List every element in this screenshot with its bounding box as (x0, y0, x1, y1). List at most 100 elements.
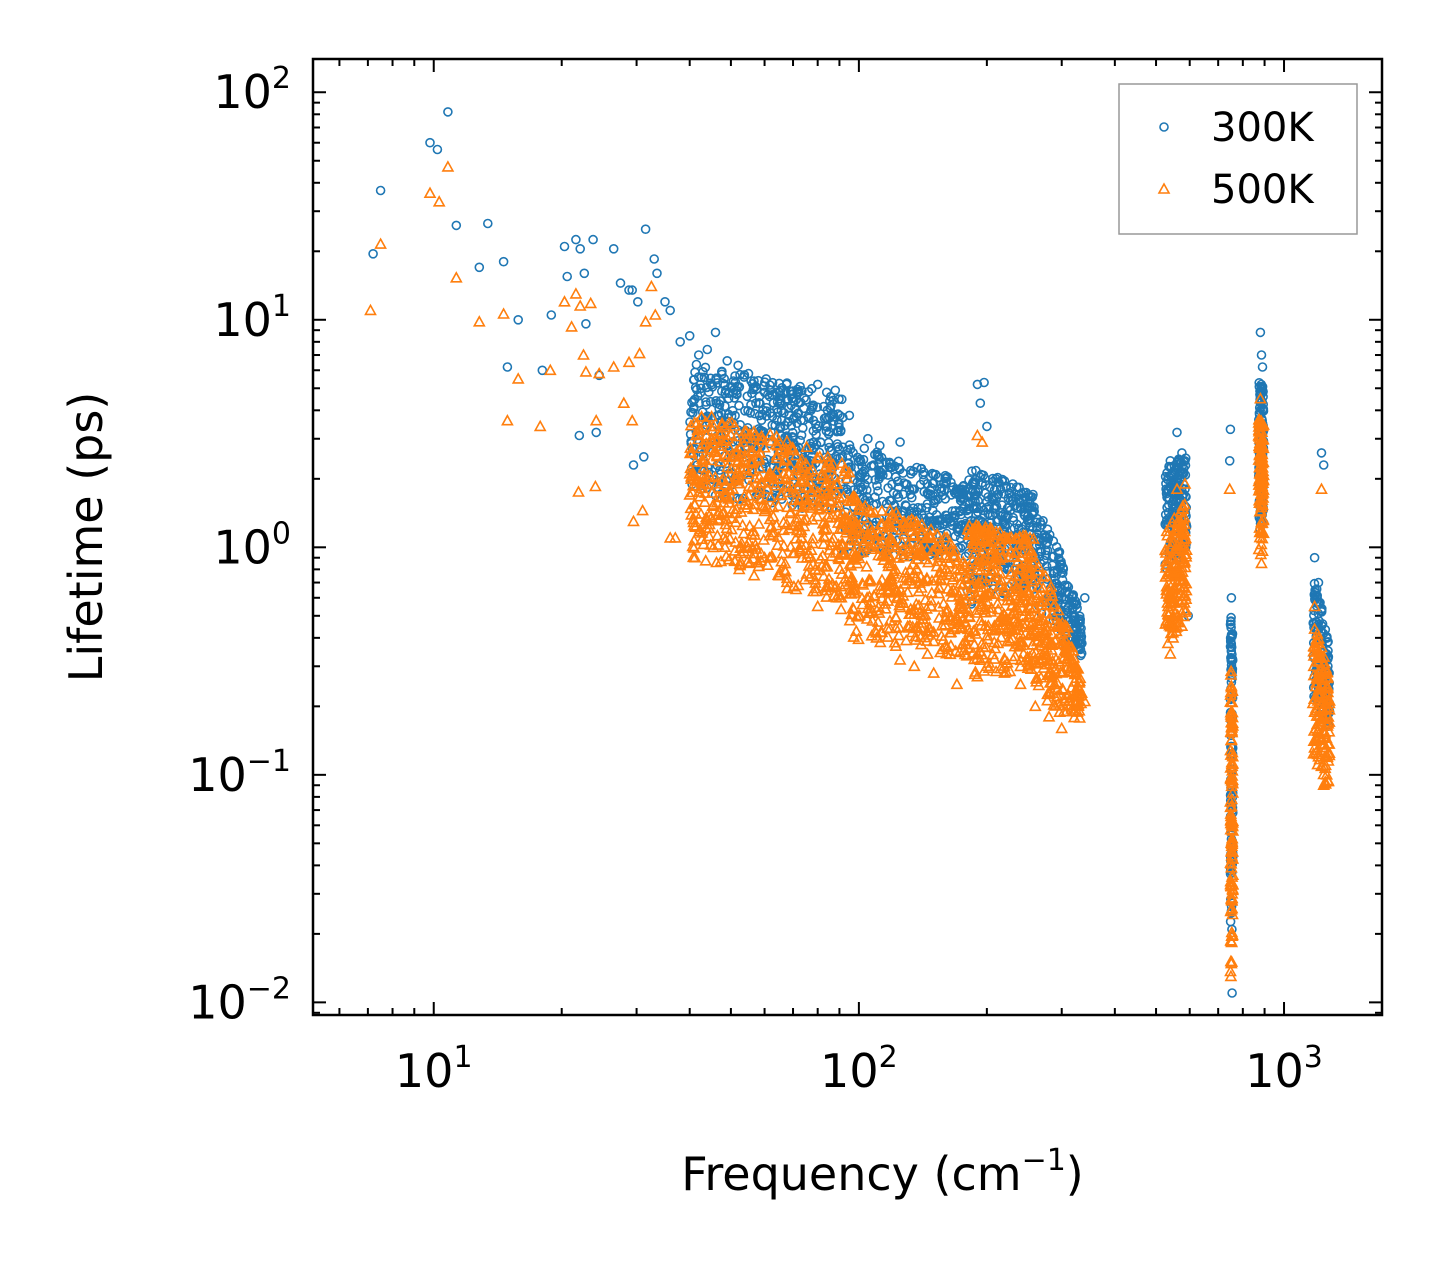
data-point (994, 533, 1007, 545)
data-point (1052, 583, 1063, 594)
data-point (808, 400, 819, 411)
data-point (699, 521, 713, 533)
data-point (899, 633, 913, 646)
data-point (1225, 723, 1239, 736)
data-point (998, 584, 1012, 596)
data-point (787, 427, 798, 438)
data-point (1021, 661, 1035, 674)
data-point (1065, 640, 1079, 653)
data-point (800, 512, 813, 525)
data-point (991, 484, 1002, 495)
data-point (873, 451, 884, 462)
data-point (989, 664, 1003, 677)
data-point (956, 578, 970, 590)
data-point (1223, 482, 1237, 495)
data-point (1050, 675, 1064, 688)
data-point (713, 490, 727, 503)
data-point (1007, 479, 1018, 489)
data-point (958, 647, 972, 660)
data-point (1255, 556, 1268, 569)
legend-box (1118, 83, 1358, 235)
data-point (546, 310, 557, 320)
band-500K (1028, 560, 1088, 723)
data-point (1256, 513, 1270, 526)
data-point (928, 470, 939, 480)
data-point (821, 387, 832, 398)
data-point (833, 491, 847, 503)
data-point (1174, 504, 1188, 517)
data-point (843, 450, 854, 461)
data-point (1225, 695, 1238, 707)
data-point (780, 575, 794, 588)
data-point (978, 524, 992, 536)
data-point (783, 459, 797, 472)
data-point (1042, 710, 1056, 722)
data-point (1307, 724, 1321, 736)
data-point (1177, 574, 1190, 587)
data-point (1060, 704, 1073, 717)
data-point (916, 503, 927, 513)
data-point (695, 455, 709, 468)
data-point (1044, 586, 1058, 598)
data-point (932, 515, 943, 525)
data-point (1049, 632, 1063, 645)
data-point (820, 583, 833, 596)
data-point (1172, 427, 1182, 438)
data-point (1159, 543, 1172, 555)
data-point (1008, 515, 1019, 526)
data-point (739, 425, 753, 437)
data-point (971, 465, 981, 476)
data-point (695, 410, 708, 422)
data-point (1179, 603, 1193, 616)
data-point (832, 426, 842, 437)
data-point (984, 564, 998, 576)
data-point (1018, 572, 1032, 584)
y-axis-label: Lifetime (ps) (59, 392, 113, 683)
data-point (686, 550, 700, 563)
data-point (627, 514, 640, 527)
y-tick-label: 10−1 (188, 744, 291, 802)
data-point (723, 482, 736, 494)
data-point (734, 382, 744, 393)
data-point (728, 419, 742, 431)
data-point (584, 296, 598, 309)
data-point (941, 582, 955, 594)
band-500K (1306, 622, 1336, 789)
data-point (1312, 690, 1326, 703)
data-point (1047, 552, 1058, 562)
data-point (1002, 579, 1016, 591)
data-point (537, 365, 548, 376)
data-point (1224, 877, 1237, 890)
data-point (1051, 542, 1062, 552)
data-point (1226, 819, 1239, 831)
data-point (1253, 505, 1267, 517)
data-point (834, 579, 848, 592)
data-point (1014, 563, 1027, 575)
data-point (1055, 627, 1068, 639)
data-point (834, 394, 844, 404)
data-point (1031, 540, 1042, 551)
data-point (734, 400, 744, 411)
data-point (980, 589, 993, 601)
data-point (944, 625, 958, 638)
data-point (862, 532, 876, 545)
data-point (790, 448, 803, 461)
data-point (894, 462, 904, 473)
data-point (969, 627, 983, 639)
data-point (899, 577, 912, 589)
data-point (903, 563, 917, 576)
data-point (798, 572, 811, 585)
data-point (730, 444, 743, 457)
data-point (815, 487, 829, 500)
data-point (686, 407, 696, 418)
data-point (1315, 482, 1328, 495)
data-point (1071, 600, 1082, 610)
data-point (1048, 677, 1061, 690)
data-point (982, 535, 995, 547)
data-point (852, 452, 863, 463)
data-point (714, 399, 725, 410)
data-point (1161, 478, 1171, 489)
data-point (975, 637, 989, 650)
data-point (1225, 903, 1238, 915)
data-point (1254, 392, 1267, 404)
